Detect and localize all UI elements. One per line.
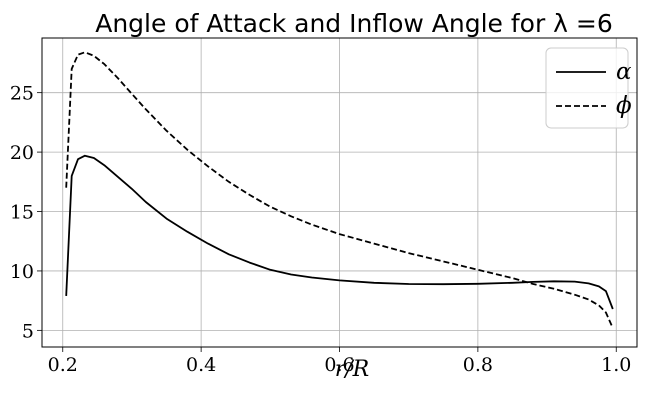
legend-phi-label: ϕ bbox=[616, 93, 632, 119]
series-alpha-line bbox=[65, 154, 614, 310]
x-axis-label: r/R bbox=[335, 357, 370, 382]
chart-title: Angle of Attack and Inflow Angle for λ =… bbox=[95, 9, 613, 38]
y-tick-label: 5 bbox=[22, 320, 34, 342]
x-tick-label: 0.4 bbox=[186, 354, 216, 376]
x-tick-label: 0.6 bbox=[324, 354, 354, 376]
axis-ticks: 0.2 0.4 0.6 0.8 1.0 5 10 15 20 25 bbox=[10, 83, 632, 376]
x-tick-label: 0.2 bbox=[48, 354, 78, 376]
legend: α ϕ bbox=[545, 47, 632, 129]
y-tick-label: 15 bbox=[10, 202, 34, 224]
y-tick-label: 25 bbox=[10, 83, 34, 105]
series-phi-line bbox=[65, 51, 614, 329]
legend-alpha-label: α bbox=[616, 59, 632, 85]
series-lines bbox=[65, 51, 614, 329]
y-tick-label: 10 bbox=[10, 261, 34, 283]
legend-box bbox=[545, 47, 629, 129]
grid-lines bbox=[42, 38, 637, 347]
y-tick-label: 20 bbox=[10, 142, 34, 164]
x-tick-label: 0.8 bbox=[463, 354, 493, 376]
x-tick-label: 1.0 bbox=[601, 354, 631, 376]
